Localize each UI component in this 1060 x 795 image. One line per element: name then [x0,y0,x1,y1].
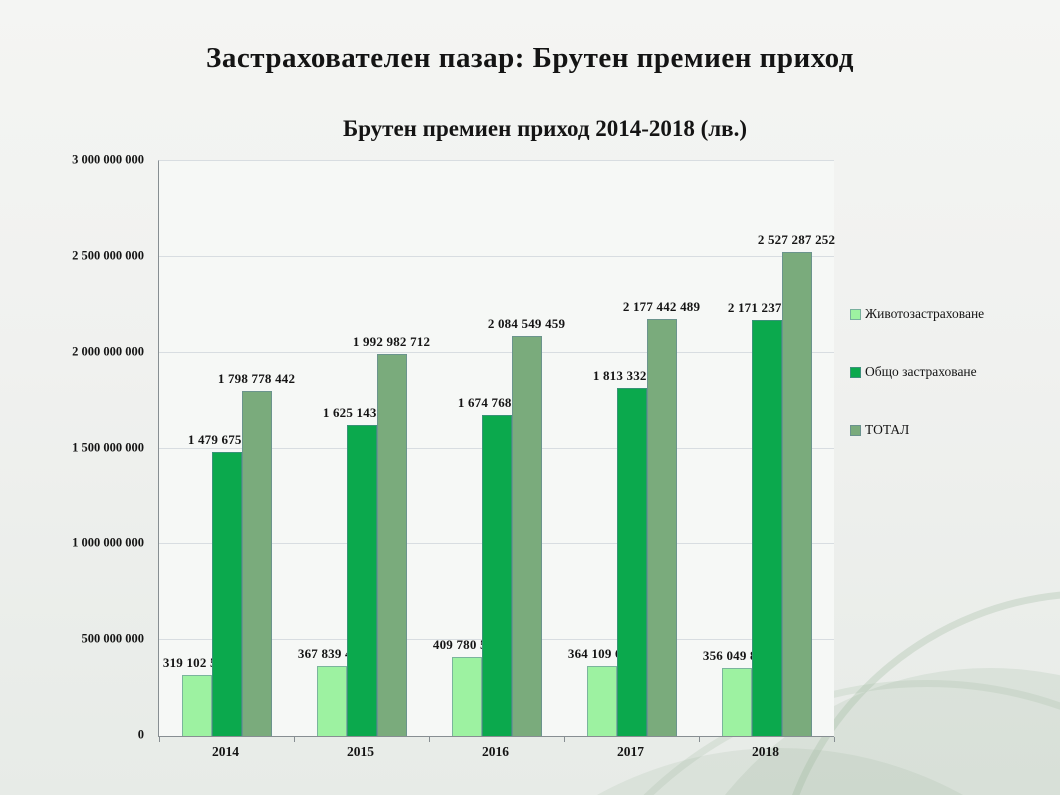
x-tick-label: 2015 [347,744,374,759]
gridline [159,255,834,257]
bar-2016-series1 [451,657,482,736]
bar-2016-series3 [511,336,542,736]
bar-2017-series3 [646,318,677,736]
x-axis-tick [564,737,565,742]
y-tick-label: 1 000 000 000 [72,535,144,550]
y-tick-label: 3 000 000 000 [72,152,144,167]
bar-2015-series1 [316,665,347,736]
bar-2017-series1 [586,666,617,736]
x-tick-label: 2018 [752,744,779,759]
bar-2014-series2 [211,452,242,736]
plot-area: 319 102 551 1 479 675 891 1 798 778 442 367… [158,160,836,742]
gridline [159,351,834,353]
y-tick-label: 2 000 000 000 [72,344,144,359]
y-tick-label: 0 [137,727,144,742]
bar-2018-series1 [721,667,752,736]
legend-item: Общо застраховане [850,364,984,380]
legend-label: Животозастраховане [865,306,985,321]
x-tick-label: 2014 [212,744,239,759]
legend-swatch-icon [850,308,861,320]
y-axis: 0 500 000 000 1 000 000 000 1 500 000 000 2 … [0,153,150,742]
bar-2018-series2 [751,319,782,736]
bar-2016-series2 [481,415,512,736]
x-axis-tick [429,737,430,742]
legend-item: ТОТАЛ [850,422,984,438]
bar-value-label: 2 084 549 459 [487,316,566,332]
legend-item: Животозастраховане [850,306,984,322]
legend-swatch-icon [850,424,861,436]
bar-2018-series3 [781,251,812,736]
x-axis-tick [699,737,700,742]
bar-2017-series2 [616,388,647,736]
legend-swatch-icon [850,366,861,378]
bar-2015-series2 [346,424,377,736]
bar-2015-series3 [376,354,407,736]
x-axis: 2014 2015 2016 2017 2018 [158,744,833,766]
slide-title: Застрахователен пазар: Брутен премиен пр… [206,42,854,74]
bar-value-label: 1 992 982 712 [352,334,431,350]
bar-value-label: 2 177 442 489 [622,298,701,314]
gridline [159,160,834,161]
y-tick-label: 1 500 000 000 [72,440,144,454]
x-axis-tick [294,737,295,742]
chart-legend: Животозастраховане Общо застраховане ТОТАЛ [850,306,984,480]
bar-2014-series3 [241,391,272,736]
bar-value-label: 2 527 287 252 [757,231,836,247]
legend-label: ТОТАЛ [865,422,910,437]
x-tick-label: 2017 [617,744,644,759]
bar-2014-series1 [181,674,212,736]
y-tick-label: 2 500 000 000 [72,248,144,263]
x-axis-tick [834,737,835,742]
x-tick-label: 2016 [482,744,509,759]
x-axis-tick [159,737,160,742]
legend-label: Общо застраховане [865,364,977,379]
bar-value-label: 1 798 778 442 [217,371,296,387]
chart-title: Брутен премиен приход 2014-2018 (лв.) [342,116,748,141]
y-tick-label: 500 000 000 [81,631,145,646]
